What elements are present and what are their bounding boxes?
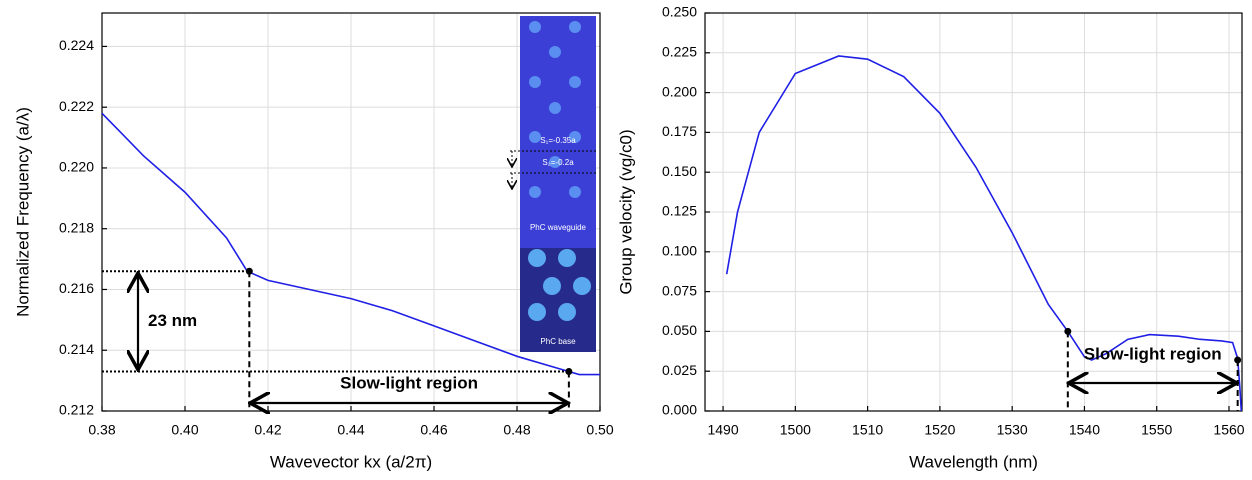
- x-tick-label: 0.46: [420, 422, 447, 438]
- y-tick-label: 0.075: [662, 282, 697, 298]
- inset-label: S₂=-0.2a: [542, 158, 574, 167]
- y-axis-title: Normalized Frequency (a/λ): [13, 107, 32, 317]
- y-tick-label: 0.125: [662, 203, 697, 219]
- data-line: [725, 55, 1243, 412]
- y-tick-label: 0.100: [662, 243, 697, 259]
- plot-frame: [704, 12, 1243, 412]
- inset-label: PhC waveguide: [530, 223, 587, 232]
- annotation: 23 nm: [148, 311, 197, 330]
- y-tick-label: 0.225: [662, 44, 697, 60]
- y-tick-label: 0.216: [59, 280, 94, 296]
- inset-label: PhC base: [540, 337, 576, 346]
- x-tick-label: 0.42: [254, 422, 281, 438]
- x-tick-label: 1490: [707, 422, 738, 438]
- y-tick-label: 0.150: [662, 163, 697, 179]
- y-tick-label: 0.224: [59, 37, 94, 53]
- x-tick-label: 0.40: [171, 422, 198, 438]
- y-tick-label: 0.250: [662, 4, 697, 20]
- annotation: Slow-light region: [340, 373, 478, 392]
- y-axis-title: Group velocity (vg/c0): [616, 129, 635, 294]
- y-tick-label: 0.200: [662, 83, 697, 99]
- x-axis-title: Wavevector kx (a/2π): [270, 452, 432, 471]
- x-tick-label: 1540: [1069, 422, 1100, 438]
- data-line: [101, 112, 600, 376]
- x-axis-title: Wavelength (nm): [909, 452, 1038, 471]
- x-tick-label: 1530: [997, 422, 1028, 438]
- marker: [1064, 327, 1072, 335]
- y-tick-label: 0.220: [59, 159, 94, 175]
- y-tick-label: 0.025: [662, 362, 697, 378]
- y-tick-label: 0.212: [59, 402, 94, 418]
- marker: [245, 267, 253, 275]
- x-tick-label: 1550: [1141, 422, 1172, 438]
- x-tick-label: 1510: [852, 422, 883, 438]
- y-tick-label: 0.050: [662, 322, 697, 338]
- y-tick-label: 0.000: [662, 402, 697, 418]
- x-tick-label: 1520: [924, 422, 955, 438]
- marker: [1234, 356, 1242, 364]
- x-tick-label: 1560: [1213, 422, 1244, 438]
- x-tick-label: 0.38: [88, 422, 115, 438]
- y-tick-label: 0.222: [59, 98, 94, 114]
- x-tick-label: 0.44: [337, 422, 364, 438]
- annotation: Slow-light region: [1084, 344, 1222, 363]
- marker: [565, 368, 573, 376]
- inset-label: S₁=-0.35a: [540, 136, 576, 145]
- y-tick-label: 0.218: [59, 219, 94, 235]
- inset-diagram: S₁=-0.35a S₂=-0.2a PhC waveguide PhC base: [510, 16, 596, 352]
- x-tick-label: 1500: [780, 422, 811, 438]
- y-tick-label: 0.214: [59, 341, 94, 357]
- x-tick-label: 0.48: [503, 422, 530, 438]
- y-tick-label: 0.175: [662, 123, 697, 139]
- x-tick-label: 0.50: [586, 422, 613, 438]
